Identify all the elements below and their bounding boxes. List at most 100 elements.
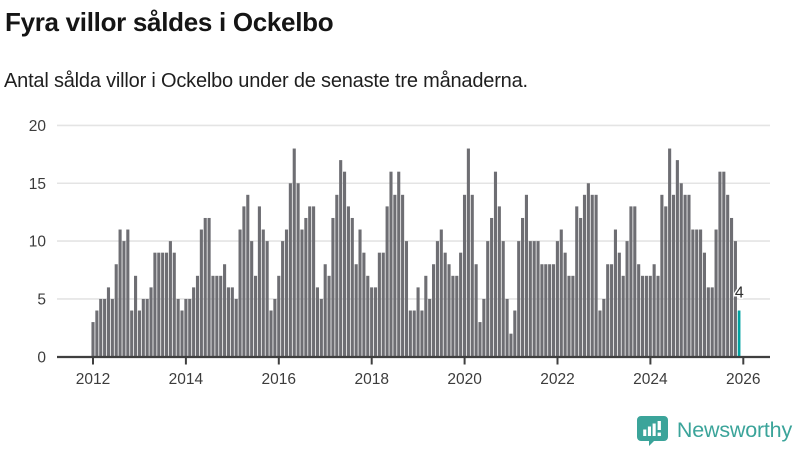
bar	[563, 252, 567, 357]
bar	[412, 310, 416, 357]
bar	[230, 287, 234, 357]
bar	[118, 229, 122, 357]
bar	[296, 183, 300, 357]
bar	[706, 287, 710, 357]
bar	[253, 275, 258, 357]
bar	[141, 298, 145, 357]
y-axis-tick-label: 5	[37, 291, 46, 308]
bar	[532, 241, 536, 357]
y-axis-tick-label: 20	[29, 118, 47, 135]
bar	[633, 206, 637, 357]
bar	[234, 298, 238, 357]
bar	[401, 194, 405, 357]
bar	[122, 241, 126, 357]
bar	[153, 252, 157, 357]
bar	[675, 160, 679, 357]
bar	[281, 241, 285, 357]
bar	[288, 183, 292, 357]
bar	[416, 287, 420, 357]
bar	[462, 194, 467, 357]
bar	[149, 287, 153, 357]
bar	[389, 171, 393, 357]
bar	[714, 229, 718, 357]
bar	[621, 275, 625, 357]
bar	[404, 241, 409, 357]
bar	[637, 264, 641, 357]
bar	[443, 252, 447, 357]
x-axis-tick-label: 2014	[169, 371, 204, 388]
bar	[350, 217, 354, 357]
bar	[238, 229, 242, 357]
bar	[517, 241, 521, 357]
bar	[292, 148, 296, 357]
bar	[114, 264, 118, 357]
bar	[490, 217, 494, 357]
x-axis-tick-label: 2024	[633, 371, 668, 388]
bar	[215, 275, 219, 357]
bar	[381, 252, 385, 357]
bar	[435, 241, 439, 357]
bar	[137, 310, 141, 357]
bar	[257, 206, 261, 357]
bar	[269, 310, 273, 357]
bar	[575, 206, 579, 357]
bar	[393, 194, 397, 357]
bar	[687, 194, 691, 357]
bar	[335, 194, 339, 357]
bar	[180, 310, 184, 357]
bar	[582, 194, 587, 357]
bar	[640, 275, 645, 357]
bar	[300, 229, 304, 357]
bar	[164, 252, 169, 357]
y-axis-tick-label: 0	[37, 349, 46, 366]
bar	[319, 298, 323, 357]
bar	[524, 194, 528, 357]
bar	[219, 275, 223, 357]
bar	[397, 171, 401, 357]
bar	[695, 229, 699, 357]
bar	[606, 264, 610, 357]
bar	[451, 275, 455, 357]
bar	[362, 252, 366, 357]
bar	[540, 264, 544, 357]
bar	[192, 287, 196, 357]
bar	[207, 217, 211, 357]
bar	[250, 241, 254, 357]
bar	[513, 310, 517, 357]
bar	[354, 264, 358, 357]
x-axis-tick-label: 2016	[262, 371, 296, 388]
bar	[691, 229, 695, 357]
highlight-value-label: 4	[735, 285, 744, 302]
bar	[273, 298, 277, 357]
bar	[594, 194, 598, 357]
bar	[126, 229, 130, 357]
bar	[466, 148, 470, 357]
bar	[308, 206, 312, 357]
bar	[459, 252, 463, 357]
bar	[420, 310, 424, 357]
bar	[343, 171, 347, 357]
bar	[327, 275, 331, 357]
bar	[730, 217, 734, 357]
bar	[261, 229, 265, 357]
bar	[95, 310, 99, 357]
bar	[668, 148, 672, 357]
bar	[509, 333, 513, 357]
bar	[664, 206, 668, 357]
bar	[726, 194, 730, 357]
bar	[579, 217, 583, 357]
bar	[91, 322, 95, 357]
bar	[242, 206, 246, 357]
newsworthy-logo-icon	[636, 416, 668, 446]
bar	[188, 298, 192, 357]
bar	[110, 298, 114, 357]
bar	[501, 241, 505, 357]
bar	[699, 229, 703, 357]
x-axis-tick-label: 2022	[540, 371, 574, 388]
bar	[373, 287, 378, 357]
bar	[617, 252, 621, 357]
bar	[346, 206, 350, 357]
bar	[130, 310, 134, 357]
bar	[246, 194, 250, 357]
